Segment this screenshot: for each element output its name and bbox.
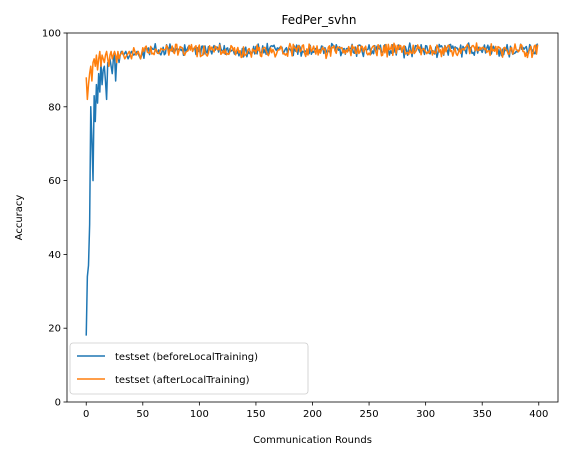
y-tick-label: 40 [48,250,61,261]
y-tick-label: 20 [48,324,61,335]
x-tick-label: 200 [303,409,322,420]
series-line-before [85,42,539,336]
x-tick-label: 350 [473,409,492,420]
x-tick-label: 300 [416,409,435,420]
x-axis: 0 50 100 150 200 250 300 350 400 [83,402,548,420]
y-tick-label: 100 [42,29,61,40]
x-tick-label: 400 [529,409,548,420]
y-tick-label: 0 [55,398,61,409]
legend-box [69,342,309,395]
y-axis-label: Accuracy [14,195,25,241]
y-tick-label: 60 [48,176,61,187]
plot-lines [85,42,539,336]
plot-frame [66,32,559,403]
x-tick-label: 50 [136,409,149,420]
series-line-after [85,42,539,101]
x-tick-label: 100 [190,409,209,420]
y-tick-label: 80 [48,102,61,113]
x-tick-label: 250 [360,409,379,420]
x-axis-label: Communication Rounds [253,435,372,446]
x-tick-label: 150 [246,409,265,420]
chart-title: FedPer_svhn [282,13,357,27]
legend: testset (beforeLocalTraining) testset (a… [69,342,309,395]
x-tick-label: 0 [83,409,89,420]
legend-label-after: testset (afterLocalTraining) [115,375,250,386]
y-axis: 0 20 40 60 80 100 [42,29,67,409]
legend-label-before: testset (beforeLocalTraining) [115,352,258,363]
